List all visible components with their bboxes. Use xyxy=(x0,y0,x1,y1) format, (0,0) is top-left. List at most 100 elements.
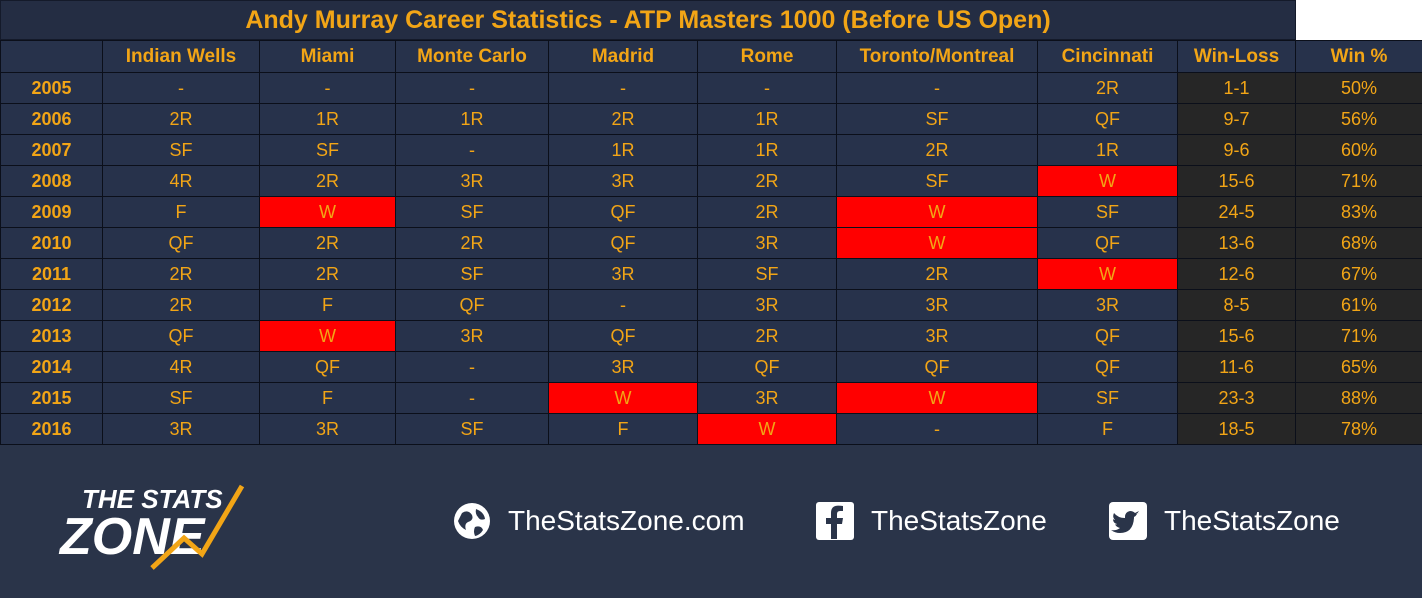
table-row: 2013 QF W 3R QF 2R 3R QF 15-6 71% xyxy=(0,320,1422,352)
win-percent-cell: 60% xyxy=(1295,134,1422,166)
result-cell: W xyxy=(548,382,698,414)
win-loss-cell: 1-1 xyxy=(1177,72,1296,104)
result-cell: 2R xyxy=(259,227,396,259)
logo-line2: ZONE xyxy=(58,508,206,566)
twitter-link[interactable]: TheStatsZone xyxy=(1108,501,1340,541)
result-cell: 3R xyxy=(548,351,698,383)
stats-table: Indian Wells Miami Monte Carlo Madrid Rome To… xyxy=(0,40,1422,445)
result-cell: 2R xyxy=(1037,72,1178,104)
result-cell: 3R xyxy=(395,320,549,352)
result-cell: 2R xyxy=(259,165,396,197)
result-cell: QF xyxy=(395,289,549,321)
page-title: Andy Murray Career Statistics - ATP Mast… xyxy=(0,0,1296,40)
win-percent-cell: 83% xyxy=(1295,196,1422,228)
result-cell: F xyxy=(102,196,260,228)
result-cell: SF xyxy=(395,413,549,445)
result-cell: 4R xyxy=(102,165,260,197)
table-row: 2005- - - - - -2R 1-1 50% xyxy=(0,72,1422,104)
result-cell: - xyxy=(836,72,1038,104)
column-header: Cincinnati xyxy=(1037,40,1178,73)
win-percent-cell: 61% xyxy=(1295,289,1422,321)
table-row: 2016 3R 3R SF F W - F 18-5 78% xyxy=(0,413,1422,445)
result-cell: QF xyxy=(836,351,1038,383)
result-cell: - xyxy=(395,72,549,104)
result-cell: 3R xyxy=(395,165,549,197)
win-percent-cell: 78% xyxy=(1295,413,1422,445)
result-cell: 3R xyxy=(836,320,1038,352)
win-percent-cell: 65% xyxy=(1295,351,1422,383)
result-cell: 1R xyxy=(395,103,549,135)
win-loss-cell: 9-7 xyxy=(1177,103,1296,135)
result-cell: 1R xyxy=(548,134,698,166)
result-cell: 2R xyxy=(697,196,837,228)
win-loss-cell: 11-6 xyxy=(1177,351,1296,383)
result-cell: 2R xyxy=(836,258,1038,290)
result-cell: W xyxy=(836,227,1038,259)
header-corner xyxy=(0,40,103,73)
result-cell: SF xyxy=(1037,196,1178,228)
column-header: Win-Loss xyxy=(1177,40,1296,73)
website-link[interactable]: TheStatsZone.com xyxy=(452,501,745,541)
result-cell: 1R xyxy=(697,134,837,166)
result-cell: 2R xyxy=(697,165,837,197)
globe-icon xyxy=(454,503,490,539)
table-row: 2009 F W SF QF 2R W SF 24-5 83% xyxy=(0,196,1422,228)
year-cell: 2006 xyxy=(0,103,103,135)
result-cell: SF xyxy=(836,165,1038,197)
year-cell: 2016 xyxy=(0,413,103,445)
table-row: 2012 2R F QF -3R 3R 3R 8-5 61% xyxy=(0,289,1422,321)
facebook-link[interactable]: TheStatsZone xyxy=(815,501,1047,541)
result-cell: W xyxy=(836,196,1038,228)
result-cell: 3R xyxy=(697,289,837,321)
result-cell: F xyxy=(259,289,396,321)
win-loss-cell: 13-6 xyxy=(1177,227,1296,259)
table-body: 2005- - - - - -2R 1-1 50% 2006 2R 1R 1R 2R 1R SF QF 9-7 5… xyxy=(0,72,1422,445)
table-row: 2010 QF 2R 2R QF 3R W QF 13-6 68% xyxy=(0,227,1422,259)
result-cell: 3R xyxy=(259,413,396,445)
result-cell: QF xyxy=(1037,103,1178,135)
result-cell: 1R xyxy=(259,103,396,135)
column-header: Rome xyxy=(697,40,837,73)
year-cell: 2012 xyxy=(0,289,103,321)
year-cell: 2008 xyxy=(0,165,103,197)
title-spacer xyxy=(1296,0,1422,40)
table-row: 2011 2R 2R SF 3R SF 2R W 12-6 67% xyxy=(0,258,1422,290)
year-cell: 2005 xyxy=(0,72,103,104)
result-cell: 2R xyxy=(102,103,260,135)
column-header: Toronto/Montreal xyxy=(836,40,1038,73)
result-cell: SF xyxy=(697,258,837,290)
result-cell: - xyxy=(102,72,260,104)
result-cell: - xyxy=(259,72,396,104)
facebook-label: TheStatsZone xyxy=(871,505,1047,536)
result-cell: SF xyxy=(102,134,260,166)
year-cell: 2013 xyxy=(0,320,103,352)
result-cell: 3R xyxy=(102,413,260,445)
win-percent-cell: 50% xyxy=(1295,72,1422,104)
result-cell: 3R xyxy=(836,289,1038,321)
column-header: Miami xyxy=(259,40,396,73)
result-cell: 4R xyxy=(102,351,260,383)
win-loss-cell: 9-6 xyxy=(1177,134,1296,166)
result-cell: W xyxy=(259,196,396,228)
result-cell: F xyxy=(548,413,698,445)
result-cell: - xyxy=(548,72,698,104)
result-cell: QF xyxy=(259,351,396,383)
win-percent-cell: 71% xyxy=(1295,165,1422,197)
result-cell: 2R xyxy=(836,134,1038,166)
website-label: TheStatsZone.com xyxy=(508,505,745,536)
result-cell: QF xyxy=(697,351,837,383)
win-loss-cell: 18-5 xyxy=(1177,413,1296,445)
column-header: Monte Carlo xyxy=(395,40,549,73)
result-cell: QF xyxy=(1037,320,1178,352)
result-cell: 2R xyxy=(697,320,837,352)
logo-line1: THE STATS xyxy=(82,484,223,514)
result-cell: SF xyxy=(259,134,396,166)
result-cell: 2R xyxy=(102,289,260,321)
result-cell: 3R xyxy=(697,382,837,414)
result-cell: 2R xyxy=(259,258,396,290)
result-cell: 3R xyxy=(548,258,698,290)
result-cell: QF xyxy=(548,196,698,228)
result-cell: QF xyxy=(1037,227,1178,259)
result-cell: SF xyxy=(1037,382,1178,414)
